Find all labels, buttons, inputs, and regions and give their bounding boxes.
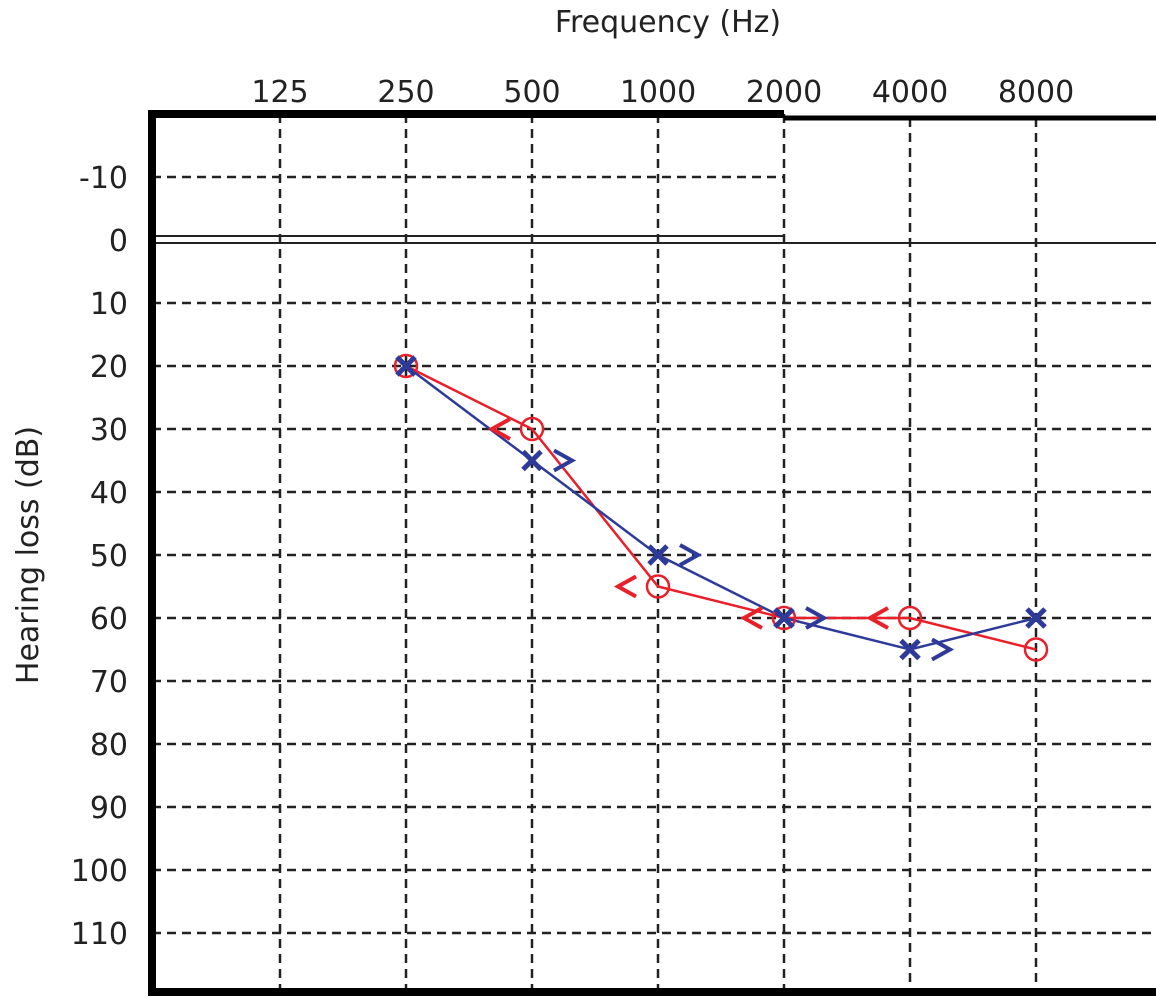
y-tick-label: 90 bbox=[90, 791, 128, 826]
series-markers bbox=[393, 353, 1049, 662]
circle-icon bbox=[1023, 637, 1049, 662]
y-tick-label: 80 bbox=[90, 728, 128, 763]
x-tick-label: 4000 bbox=[872, 75, 948, 110]
y-tick-label: 0 bbox=[109, 224, 128, 259]
x-tick-label: 1000 bbox=[620, 75, 696, 110]
series-lines bbox=[405, 364, 1037, 651]
x-icon-stroke bbox=[395, 355, 417, 377]
right-bracket-icon bbox=[553, 448, 577, 473]
right-bracket-icon bbox=[679, 543, 703, 567]
y-tick-label: 60 bbox=[90, 602, 128, 637]
y-axis-label: Hearing loss (dB) bbox=[11, 426, 46, 684]
circle-icon bbox=[897, 605, 923, 631]
y-tick-label: 70 bbox=[90, 665, 128, 700]
x-icon-stroke bbox=[1025, 607, 1047, 629]
y-tick-label: 20 bbox=[90, 350, 128, 385]
x-icon bbox=[1025, 607, 1047, 629]
x-tick-label: 500 bbox=[503, 75, 560, 110]
x-icon bbox=[521, 449, 543, 472]
y-tick-label: 100 bbox=[71, 854, 128, 889]
y-tick-label: 30 bbox=[90, 413, 128, 448]
x-tick-label: 8000 bbox=[998, 75, 1074, 110]
left-bracket-icon bbox=[865, 606, 889, 630]
left-bracket-icon bbox=[487, 417, 511, 441]
y-tick-label: 50 bbox=[90, 539, 128, 574]
x-tick-label: 250 bbox=[377, 75, 434, 110]
x-tick-label: 2000 bbox=[746, 75, 822, 110]
circle-icon bbox=[771, 605, 797, 631]
x-icon-stroke bbox=[647, 544, 669, 566]
y-tick-label: -10 bbox=[79, 161, 128, 196]
right-bracket-icon bbox=[805, 606, 829, 630]
y-tick-label: 110 bbox=[71, 917, 128, 952]
x-tick-label: 125 bbox=[251, 75, 308, 110]
circle-icon bbox=[645, 574, 671, 599]
x-icon-stroke bbox=[521, 449, 543, 472]
circle-icon bbox=[393, 353, 419, 379]
x-icon-stroke bbox=[773, 607, 795, 629]
x-icon-stroke bbox=[899, 638, 921, 661]
right-bracket-icon bbox=[931, 637, 955, 662]
series-line bbox=[405, 365, 1037, 651]
x-tick-labels: 125 250 500 1000 2000 4000 8000 bbox=[251, 75, 1074, 110]
x-icon bbox=[899, 638, 921, 661]
y-tick-label: 40 bbox=[90, 476, 128, 511]
series-line bbox=[405, 364, 1037, 651]
x-icon bbox=[647, 544, 669, 566]
y-tick-label: 10 bbox=[90, 287, 128, 322]
x-icon bbox=[773, 607, 795, 629]
circle-icon bbox=[519, 416, 545, 442]
x-axis-label: Frequency (Hz) bbox=[555, 5, 781, 40]
left-bracket-icon bbox=[739, 606, 763, 630]
y-tick-labels: -10 0 10 20 30 40 50 60 70 80 90 100 110 bbox=[71, 161, 128, 952]
chart-frame bbox=[148, 110, 1156, 996]
x-icon bbox=[395, 355, 417, 377]
left-bracket-icon bbox=[613, 574, 637, 599]
